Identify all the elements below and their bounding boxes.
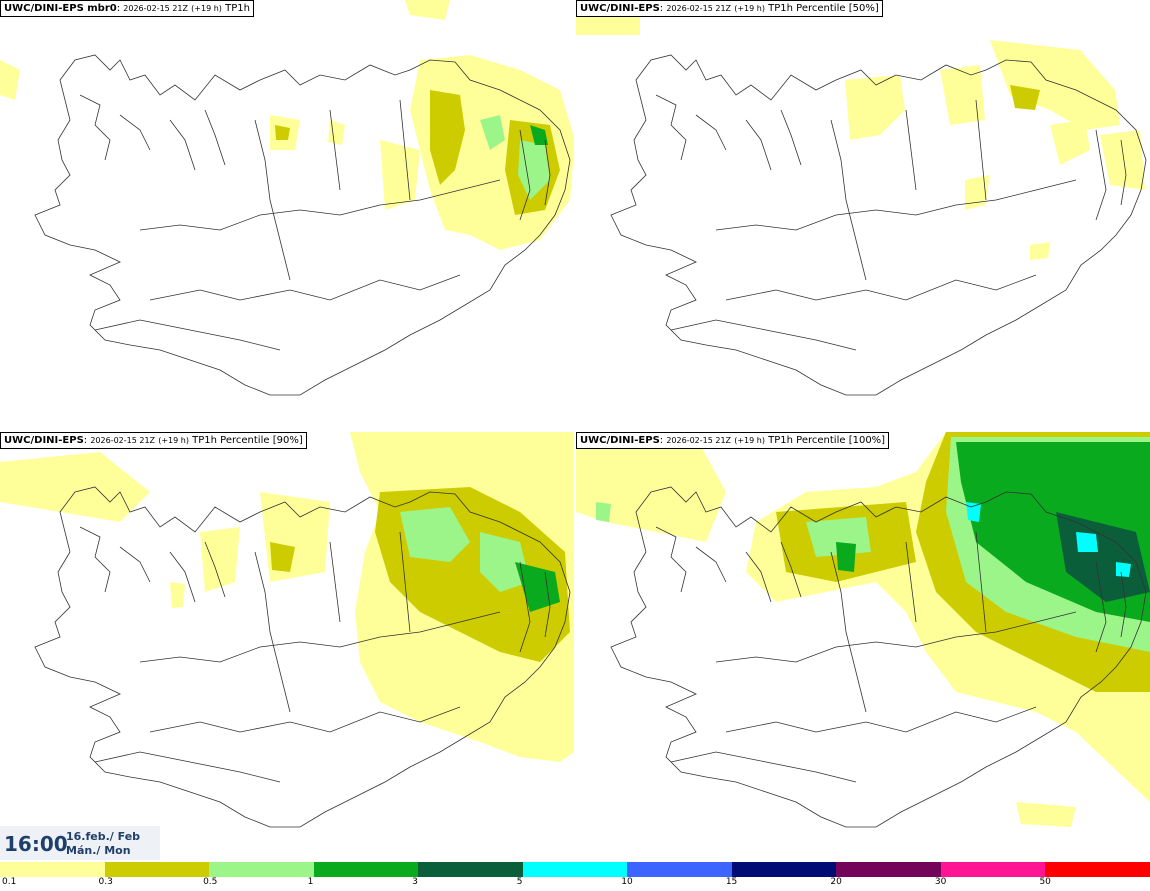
colorbar-segment (1045, 862, 1150, 877)
colorbar-tick-label: 30 (934, 877, 947, 887)
colorbar-tick-label: 50 (1039, 877, 1051, 887)
lead-label: (+19 h) (734, 4, 765, 13)
panel-title: UWC/DINI-EPS: 2026-02-15 21Z (+19 h) TP1… (576, 0, 883, 17)
colorbar-segment (731, 862, 837, 877)
valid-time: 16:00 (4, 832, 68, 856)
field-label: TP1h Percentile [100%] (768, 435, 886, 446)
lead-label: (+19 h) (158, 436, 189, 445)
precip-map-2 (576, 10, 1147, 396)
precip-map-4 (576, 432, 1150, 828)
colorbar-tick-label: 0.5 (203, 877, 218, 887)
colorbar-segment (104, 862, 210, 877)
valid-date: 16.feb./ Feb Mán./ Mon (66, 830, 140, 858)
model-label: UWC/DINI-EPS (4, 435, 84, 446)
model-label: UWC/DINI-EPS mbr0 (4, 3, 117, 14)
model-label: UWC/DINI-EPS (580, 435, 660, 446)
colorbar (0, 862, 1150, 877)
colorbar-tick-label: 10 (621, 877, 633, 887)
panel-title: UWC/DINI-EPS: 2026-02-15 21Z (+19 h) TP1… (0, 432, 307, 449)
map-panel-p90: UWC/DINI-EPS: 2026-02-15 21Z (+19 h) TP1… (0, 432, 574, 862)
colorbar-tick-label: 15 (725, 877, 738, 887)
colorbar-tick-label: 5 (516, 877, 523, 887)
colorbar-tick-label: 1 (307, 877, 314, 887)
colorbar-segment (627, 862, 732, 877)
lead-label: (+19 h) (191, 4, 222, 13)
colorbar-ticks: 0.1 0.3 0.5 1 3 5 10 15 20 30 50 (0, 877, 1150, 891)
run-label: 2026-02-15 21Z (666, 4, 732, 13)
field-label: TP1h Percentile [90%] (192, 435, 303, 446)
valid-date-line1: 16.feb./ Feb (66, 830, 141, 843)
colorbar-tick-label: 3 (412, 877, 418, 887)
colorbar-tick-label: 0.3 (98, 877, 113, 887)
run-label: 2026-02-15 21Z (90, 436, 156, 445)
run-label: 2026-02-15 21Z (123, 4, 188, 13)
valid-date-line2: Mán./ Mon (66, 844, 131, 857)
panel-title: UWC/DINI-EPS: 2026-02-15 21Z (+19 h) TP1… (576, 432, 890, 449)
colorbar-segment (0, 862, 105, 877)
precip-map-1 (0, 0, 574, 396)
colorbar-tick-label: 20 (830, 877, 842, 887)
panel-title: UWC/DINI-EPS mbr0: 2026-02-15 21Z (+19 h… (0, 0, 254, 17)
lead-label: (+19 h) (734, 436, 765, 445)
precip-map-3 (0, 432, 574, 828)
field-label: TP1h (225, 3, 250, 14)
colorbar-segment (940, 862, 1046, 877)
valid-time-box: 16:00 16.feb./ Feb Mán./ Mon (0, 826, 160, 860)
field-label: TP1h Percentile [50%] (768, 3, 879, 14)
map-panel-mbr0: UWC/DINI-EPS mbr0: 2026-02-15 21Z (+19 h… (0, 0, 574, 430)
colorbar-segment (418, 862, 523, 877)
model-label: UWC/DINI-EPS (580, 3, 660, 14)
colorbar-tick-label: 0.1 (2, 877, 17, 887)
colorbar-segment (522, 862, 628, 877)
colorbar-segment (313, 862, 419, 877)
run-label: 2026-02-15 21Z (666, 436, 732, 445)
map-panel-p50: UWC/DINI-EPS: 2026-02-15 21Z (+19 h) TP1… (576, 0, 1150, 430)
colorbar-segment (836, 862, 941, 877)
colorbar-segment (209, 862, 314, 877)
map-panel-p100: UWC/DINI-EPS: 2026-02-15 21Z (+19 h) TP1… (576, 432, 1150, 862)
